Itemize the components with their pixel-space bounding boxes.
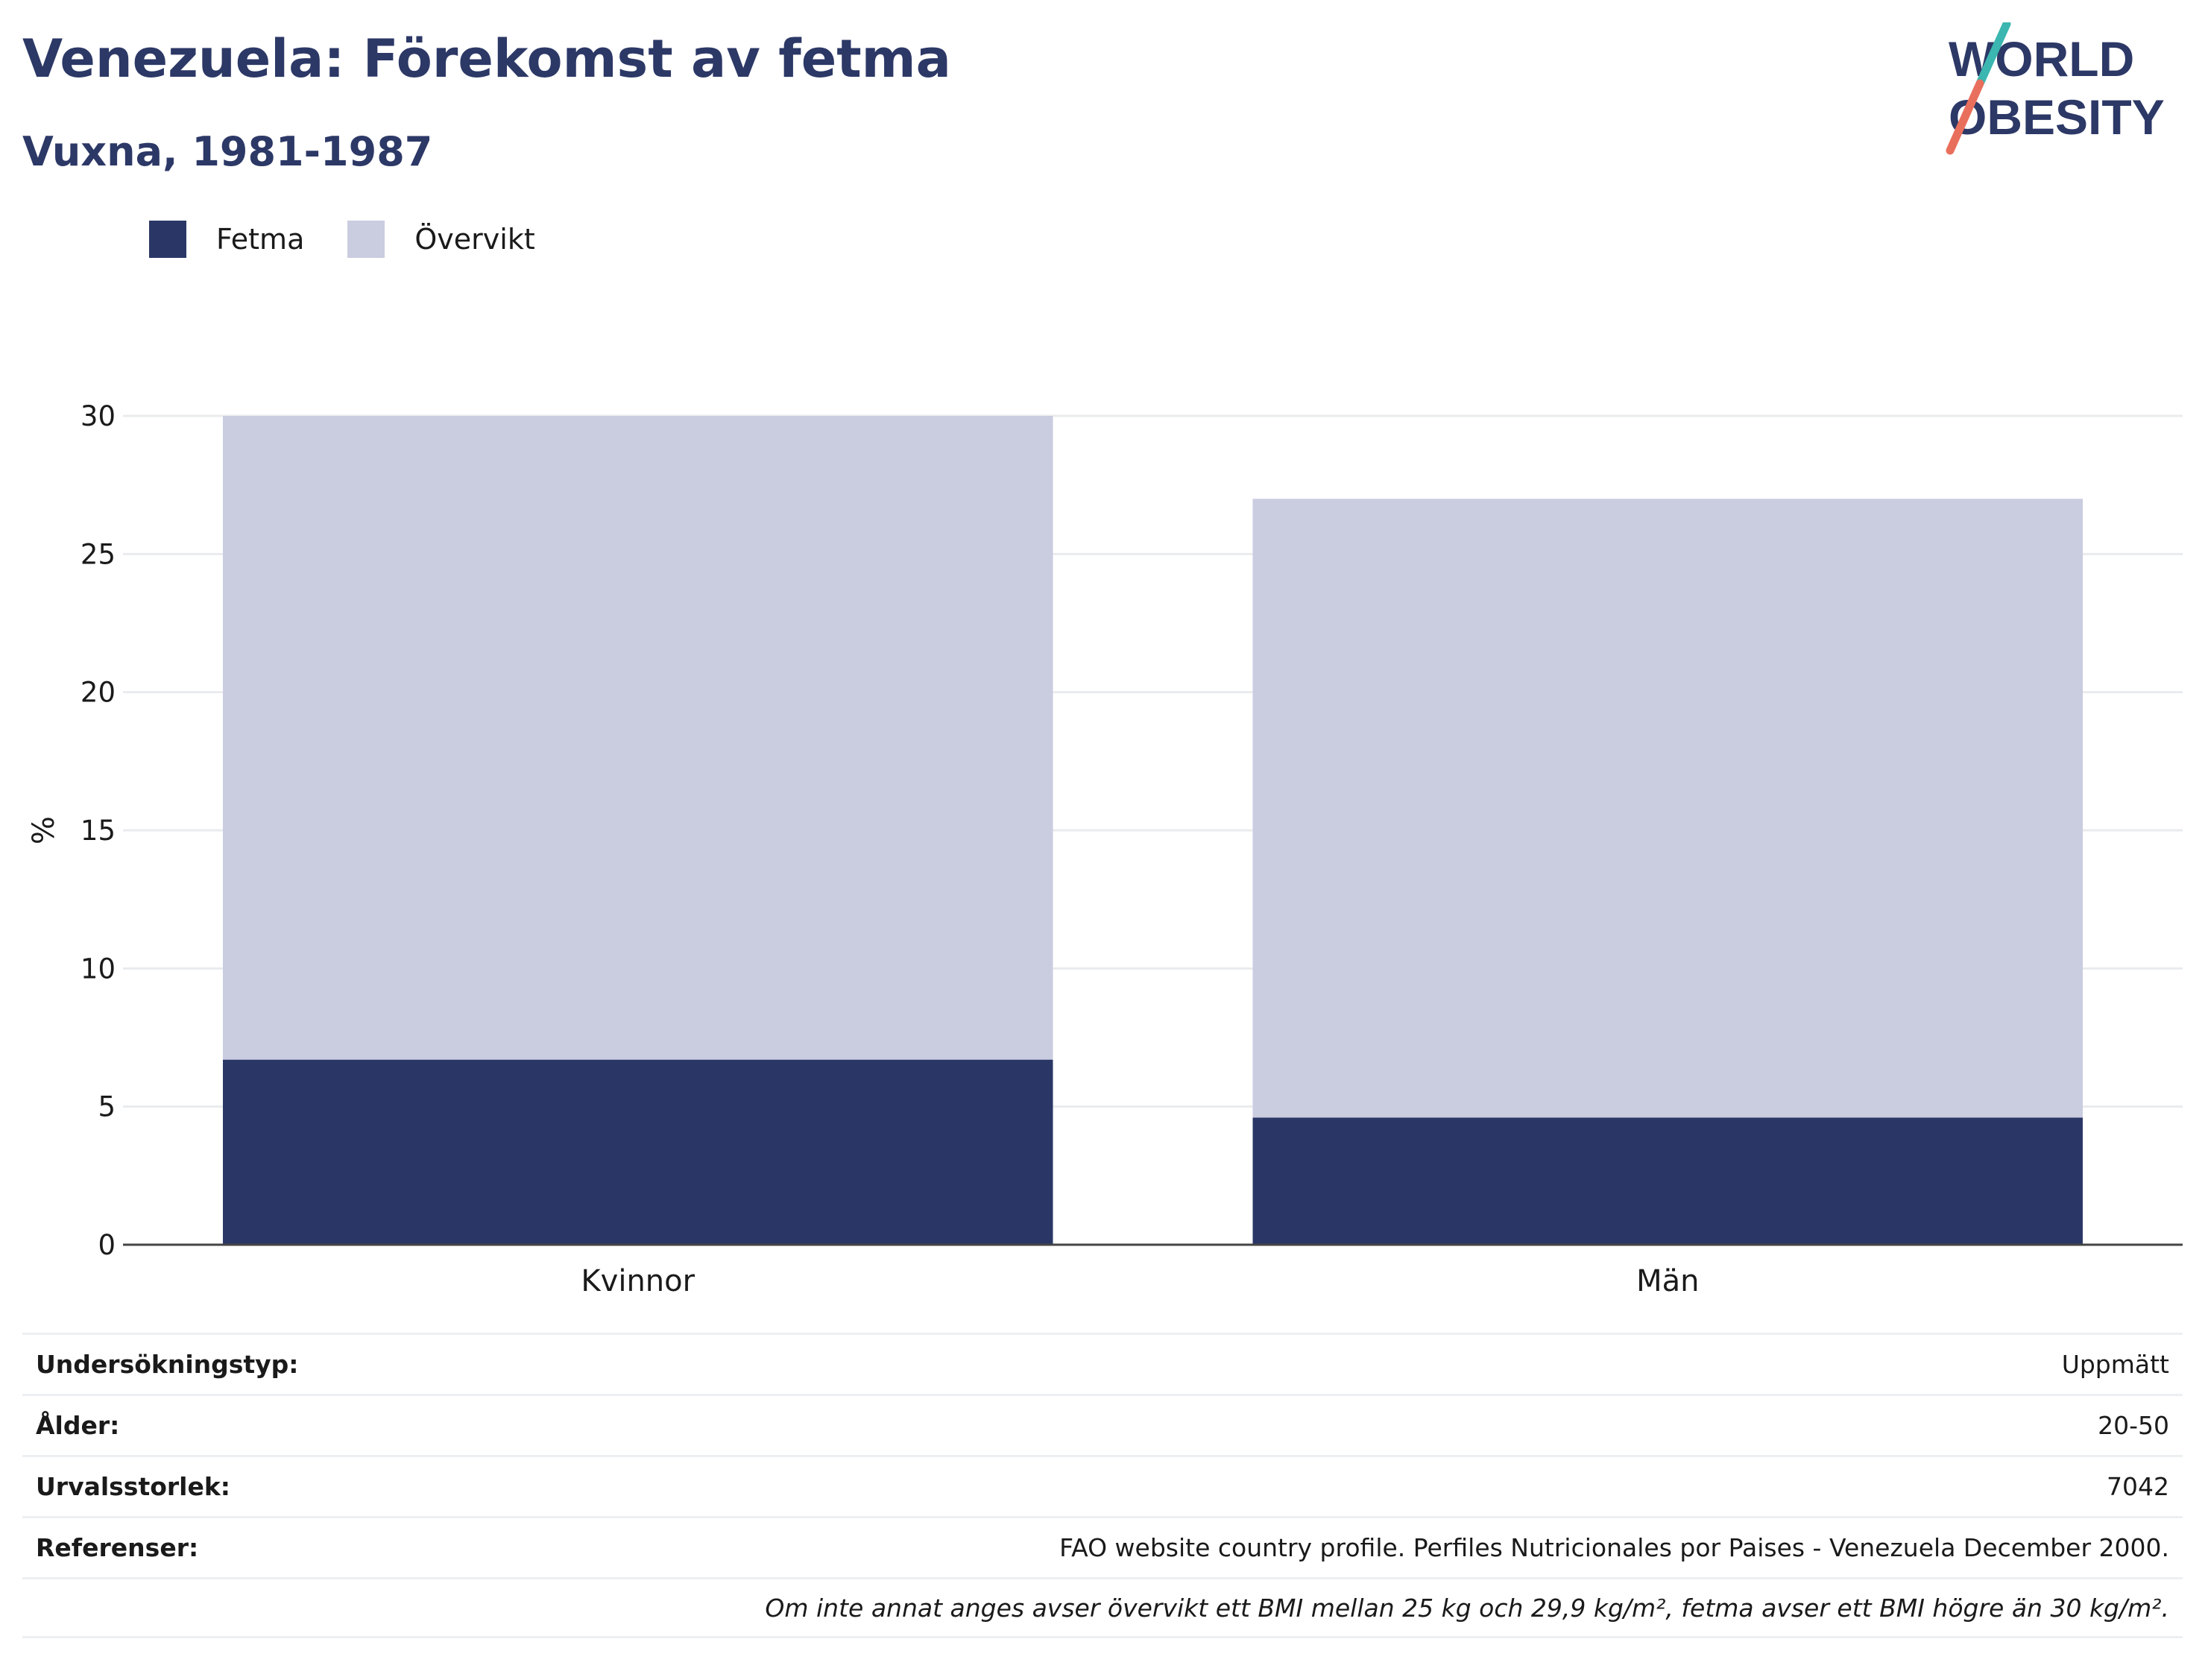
world-obesity-logo: WORLD OBESITY [1946, 22, 2165, 155]
bmi-definition-note: Om inte annat anges avser övervikt ett B… [765, 1593, 2169, 1623]
bar-fetma [1252, 1117, 2083, 1245]
legend-swatch-fetma [149, 221, 186, 258]
info-label: Urvalsstorlek: [36, 1472, 231, 1501]
survey-info-table: Undersökningstyp: Uppmätt Ålder: 20-50 U… [22, 1333, 2183, 1638]
x-tick-label: Kvinnor [581, 1264, 695, 1298]
bar-overvikt [1252, 499, 2083, 1118]
svg-text:WORLD: WORLD [1949, 31, 2134, 86]
y-tick-label: 25 [81, 538, 116, 570]
y-tick-label: 0 [98, 1229, 116, 1261]
legend-item-overvikt[interactable]: Övervikt [347, 221, 535, 258]
legend-label-overvikt: Övervikt [414, 223, 535, 256]
info-label: Ålder: [36, 1411, 120, 1440]
legend-label-fetma: Fetma [216, 223, 305, 256]
info-value: 20-50 [2098, 1411, 2169, 1440]
info-row-survey-type: Undersökningstyp: Uppmätt [22, 1333, 2183, 1394]
info-row-age: Ålder: 20-50 [22, 1394, 2183, 1455]
bar-overvikt [223, 416, 1053, 1060]
bar-fetma [223, 1059, 1053, 1245]
info-row-references: Referenser: FAO website country profile.… [22, 1516, 2183, 1577]
chart-title: Venezuela: Förekomst av fetma [22, 28, 951, 89]
chart-legend: Fetma Övervikt [149, 221, 578, 258]
chart-subtitle: Vuxna, 1981-1987 [22, 128, 433, 175]
info-label: Referenser: [36, 1533, 199, 1562]
y-tick-label: 5 [98, 1091, 116, 1123]
legend-swatch-overvikt [347, 221, 385, 258]
svg-text:OBESITY: OBESITY [1949, 89, 2165, 145]
y-tick-label: 15 [81, 815, 116, 847]
y-tick-label: 20 [81, 677, 116, 709]
x-tick-label: Män [1636, 1264, 1699, 1298]
info-row-sample-size: Urvalsstorlek: 7042 [22, 1455, 2183, 1516]
info-value: FAO website country profile. Perfiles Nu… [1059, 1533, 2169, 1562]
legend-item-fetma[interactable]: Fetma [149, 221, 304, 258]
y-tick-label: 30 [81, 400, 116, 432]
info-value: 7042 [2107, 1472, 2169, 1501]
y-tick-label: 10 [81, 953, 116, 985]
info-row-note: Om inte annat anges avser övervikt ett B… [22, 1577, 2183, 1638]
y-axis-label: % [27, 816, 61, 844]
info-label: Undersökningstyp: [36, 1350, 299, 1379]
info-value: Uppmätt [2061, 1350, 2169, 1379]
bar-chart: 0 5 10 15 20 25 30% Kvinnor Män [27, 400, 2183, 1298]
